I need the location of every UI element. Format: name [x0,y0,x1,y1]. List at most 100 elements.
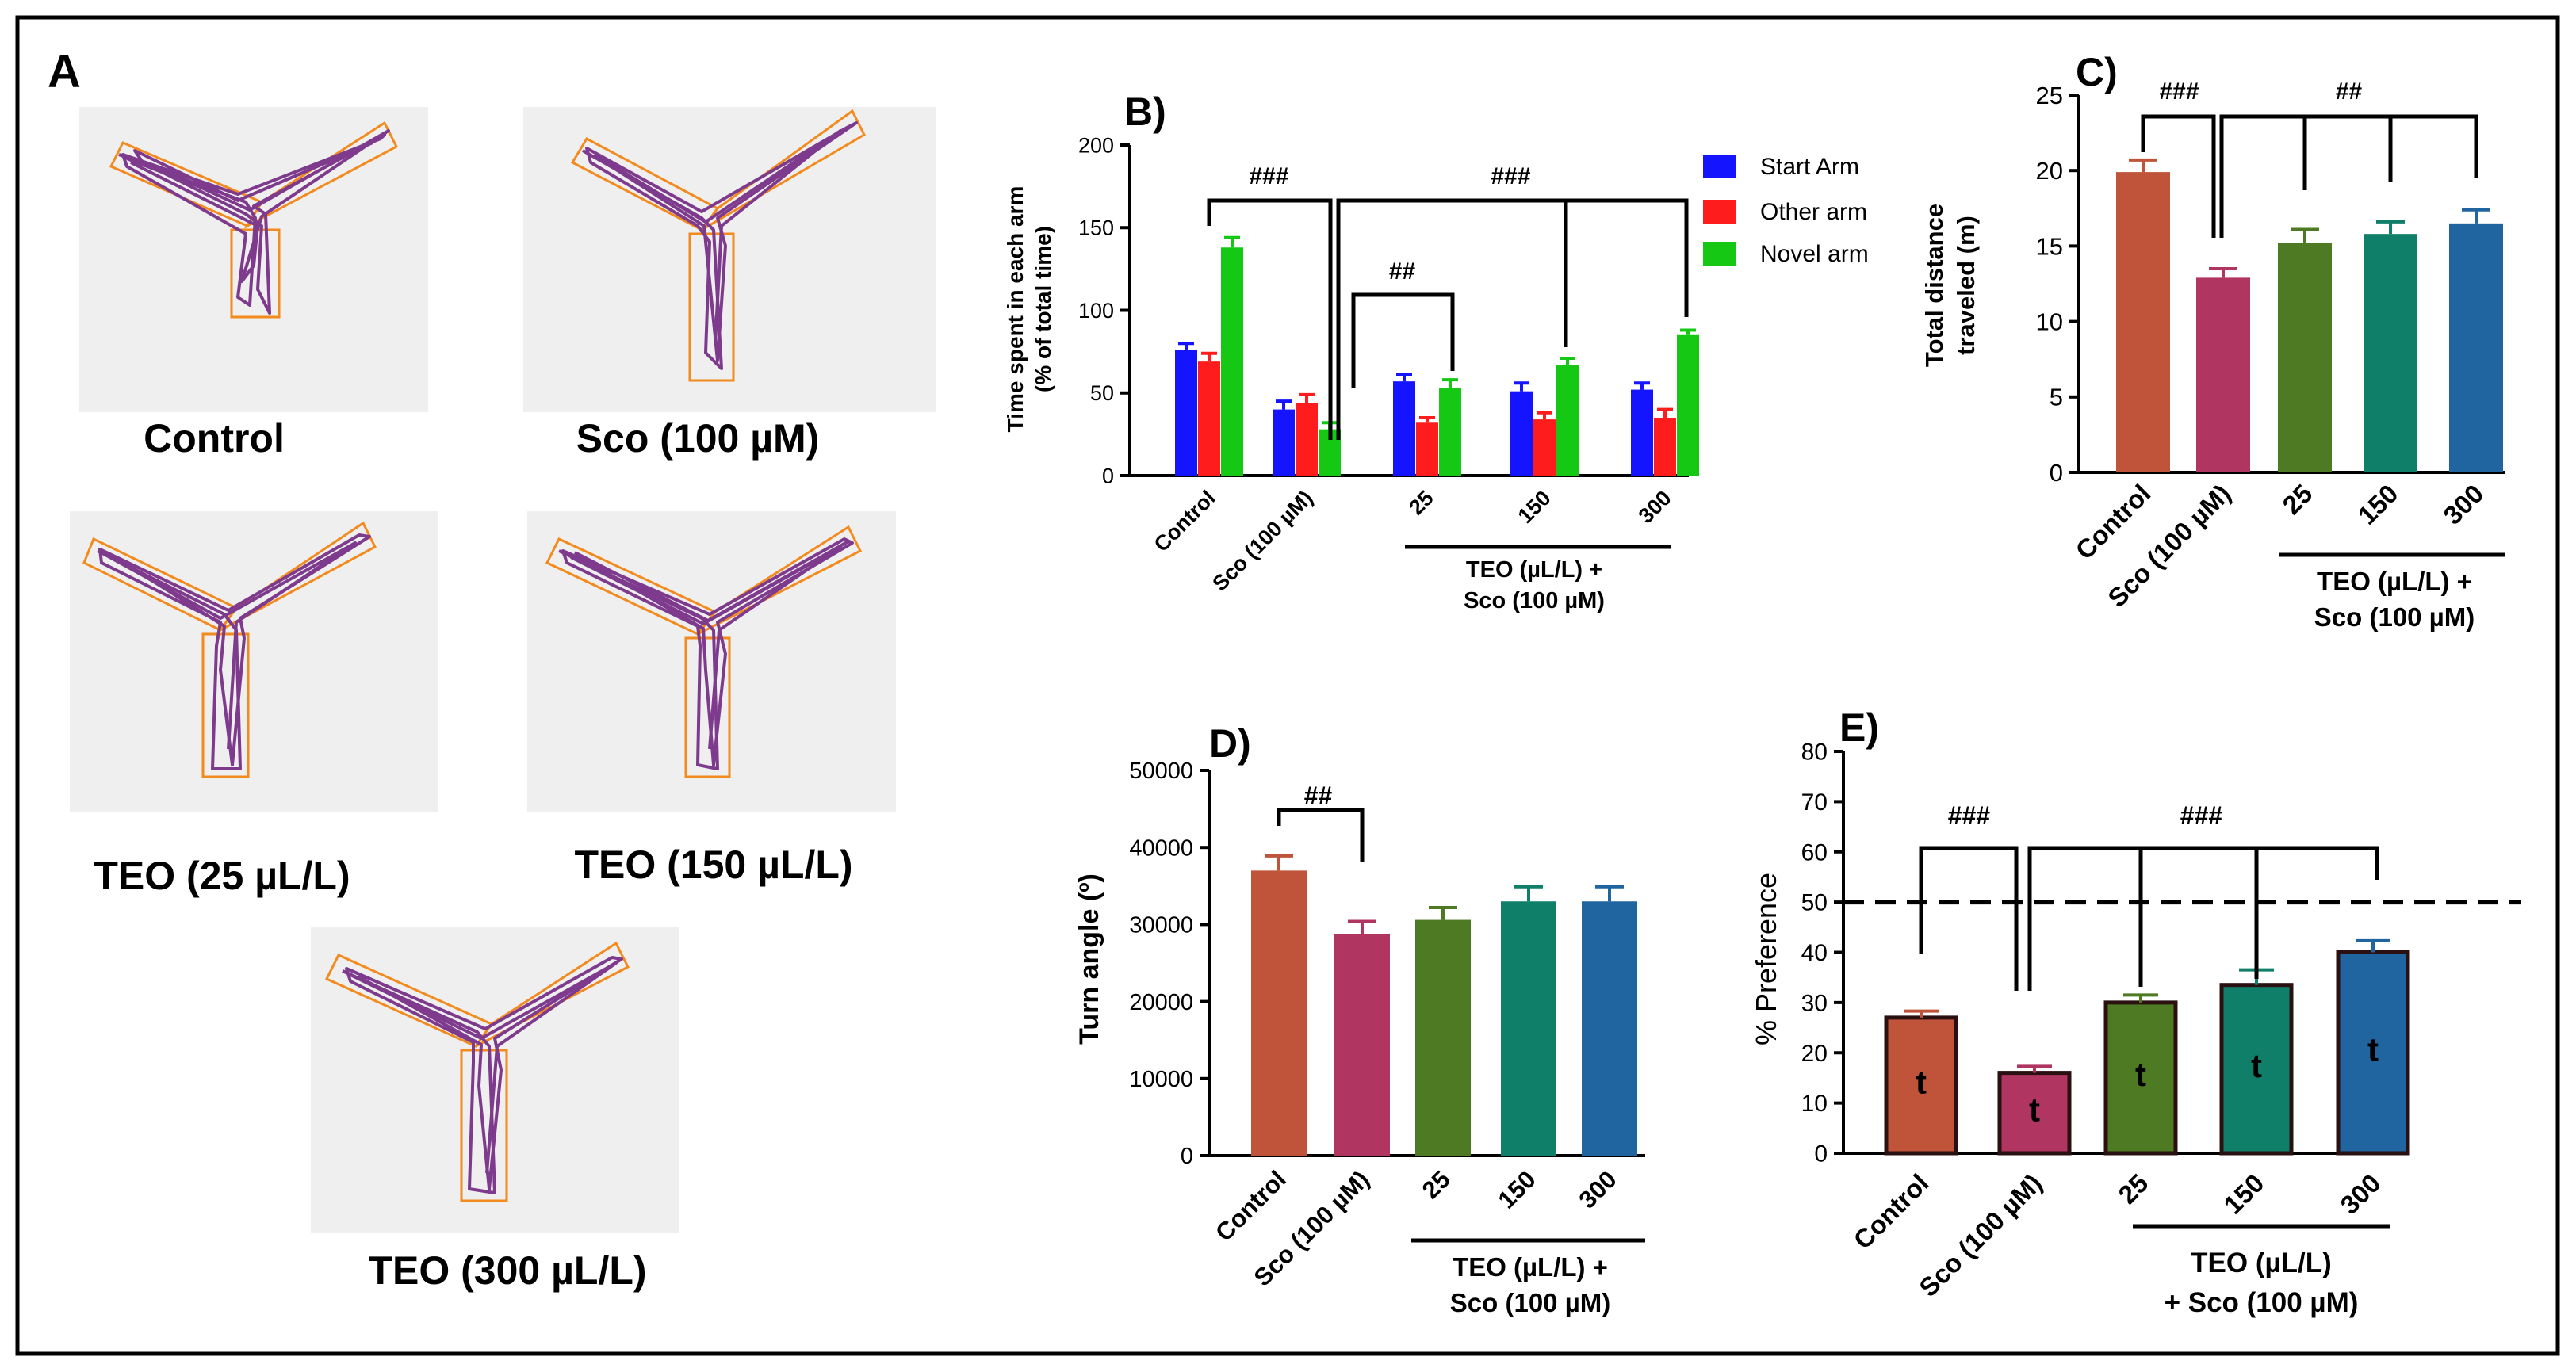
panel-b-label: B) [1124,90,1166,134]
trajectory-path [558,537,854,770]
figure-frame [15,15,2560,1356]
y-maze-track-teo150 [527,511,896,812]
panel-a: A Control [48,46,936,1293]
x-tick-label: Control [1210,1165,1292,1247]
y-tick-label: 25 [2036,82,2063,109]
track-label-control: Control [144,416,285,461]
legend-swatch-other-arm [1703,200,1736,224]
x-tick-label: 25 [1404,486,1437,519]
bar [1997,1071,2072,1156]
bar [1533,419,1556,476]
x-tick-label: Sco (100 µM) [1208,486,1317,595]
bar [1439,388,1461,476]
x-tick-label: 25 [1417,1165,1456,1204]
significance-brackets [1277,808,1365,862]
bar [1198,361,1220,476]
y-tick-label: 5 [2050,384,2063,411]
y-tick-label: 30 [1801,990,1828,1016]
bar [1582,901,1637,1156]
group-label-line1: TEO (µL/L) + [2317,567,2472,596]
y-tick-label: 0 [1814,1141,1828,1168]
bar [1251,870,1307,1156]
x-tick-label: 300 [2334,1168,2386,1220]
bar [1416,422,1438,476]
bar [1334,934,1390,1156]
legend-label: Novel arm [1760,241,1869,267]
y-axis-label: Turn angle (º) [1074,873,1104,1045]
bar [1631,389,1653,476]
sig-mark: ## [2335,78,2362,105]
track-label-teo150: TEO (150 µL/L) [574,843,852,887]
bar-mark: t [2029,1091,2040,1128]
bar [2364,234,2417,472]
y-tick-label: 150 [1078,216,1114,240]
x-tick-label: 150 [2352,479,2403,530]
significance-brackets [1919,846,2379,991]
y-tick-label: 50 [1090,381,1114,405]
sig-mark: ### [1249,163,1288,189]
bar [1175,350,1197,476]
bar [1884,1015,1958,1156]
bar [2196,277,2250,472]
y-maze-track-teo300 [311,927,679,1233]
bar [2449,223,2503,472]
x-tick-label: Control [1847,1168,1934,1255]
bar [1556,365,1579,476]
y-maze-arms [82,521,377,778]
significance-brackets [1207,198,1689,440]
y-axis-label-line1: Total distance [1920,204,1948,367]
group-label-line2: Sco (100 µM) [1450,1288,1610,1317]
y-tick-label: 50000 [1129,759,1193,784]
sig-mark: ### [2159,78,2199,105]
group-label-line2: Sco (100 µM) [2314,602,2475,632]
y-tick-label: 200 [1078,133,1114,157]
bar-mark: t [2251,1047,2262,1084]
bar [1296,403,1318,476]
track-label-teo300: TEO (300 µL/L) [368,1248,646,1293]
x-tick-label: 25 [2112,1168,2153,1210]
y-tick-label: 70 [1801,789,1828,816]
y-tick-label: 80 [1801,740,1828,766]
sig-mark: ## [1388,258,1415,285]
legend: Start Arm Other arm Novel arm [1703,154,1869,267]
x-tick-label: 150 [1514,486,1556,528]
bar [1677,334,1699,476]
y-tick-label: 0 [2050,459,2063,487]
bar [1510,391,1533,476]
panel-c-chart: C) Total distance traveled (m) 0 5 10 15 20 2… [1920,50,2505,632]
bar [1501,901,1556,1156]
legend-swatch-start-arm [1703,155,1736,178]
y-tick-label: 20 [2036,157,2063,185]
panel-d-chart: D) Turn angle (º) 0 10000 20000 30000 40000 5… [1074,721,1645,1317]
bar-mark: t [1916,1063,1927,1100]
panel-b-chart: B) Time spent in each arm (% of total ti… [1003,90,1869,613]
bar-mark: t [2135,1056,2146,1093]
y-axis-label: % Preference [1750,873,1782,1045]
track-label-teo25: TEO (25 µL/L) [94,854,350,898]
sig-mark: ### [1491,163,1530,189]
x-tick-label: 150 [1492,1165,1541,1213]
x-tick-label: 300 [2437,479,2489,530]
legend-swatch-novel-arm [1703,242,1736,266]
trajectory-path [582,121,858,370]
y-tick-label: 10 [1801,1091,1828,1117]
bar [1221,247,1243,476]
group-label-line1: TEO (µL/L) [2191,1248,2332,1278]
x-tick-label: 150 [2218,1168,2269,1220]
y-maze-track-sco [523,107,936,412]
y-tick-label: 15 [2036,232,2063,260]
bar [1654,418,1676,476]
sig-mark: ### [1947,801,1990,830]
x-tick-label: 300 [1573,1165,1621,1213]
bar [2219,983,2294,1156]
x-tick-label: 25 [2276,479,2318,520]
sig-mark: ## [1303,782,1332,810]
group-label-line2: Sco (100 µM) [1464,588,1605,613]
y-maze-arms [324,941,630,1202]
legend-label: Other arm [1760,199,1867,225]
panel-a-label: A [48,46,81,97]
y-maze-track-teo25 [70,511,438,812]
group-label-line1: TEO (µL/L) + [1453,1252,1608,1282]
y-tick-label: 30000 [1129,913,1193,938]
